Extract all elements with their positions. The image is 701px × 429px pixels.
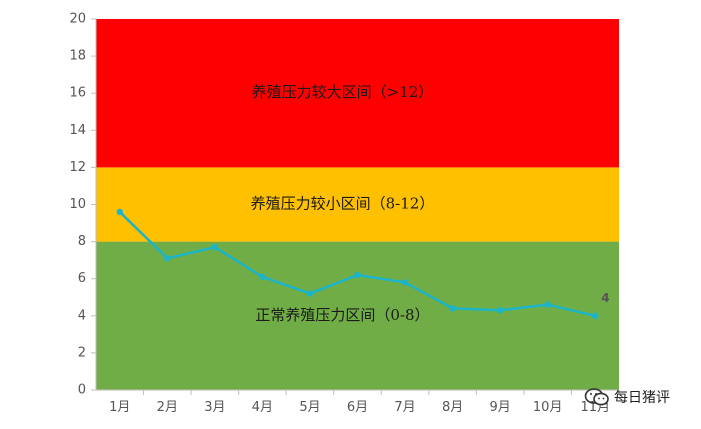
zone-label-1: 养殖压力较小区间（8-12） [251, 195, 435, 213]
x-tick-label: 1月 [109, 400, 130, 415]
x-tick-label: 6月 [347, 400, 368, 415]
x-tick-label: 10月 [533, 400, 563, 415]
data-point [496, 307, 504, 314]
y-tick-label: 14 [69, 123, 86, 138]
data-point [401, 279, 409, 286]
zone-bands [96, 19, 619, 390]
data-point [259, 273, 266, 281]
data-point [354, 271, 361, 279]
y-tick-label: 10 [69, 197, 86, 212]
y-tick-label: 8 [78, 234, 86, 249]
y-tick-label: 2 [78, 345, 86, 360]
watermark-text: 每日猪评 [614, 390, 670, 406]
data-point [592, 312, 599, 319]
data-point [306, 290, 314, 297]
y-tick-label: 20 [69, 12, 86, 27]
data-point [164, 255, 171, 262]
x-tick-label: 2月 [157, 400, 178, 415]
y-tick-label: 16 [69, 86, 86, 101]
series-lines [116, 208, 599, 319]
wechat-icon [584, 388, 609, 406]
y-tick-label: 18 [69, 49, 86, 64]
y-tick-label: 4 [78, 308, 86, 323]
x-tick-label: 9月 [489, 400, 510, 415]
x-tick-label: 8月 [442, 400, 463, 415]
x-tick-label: 4月 [252, 400, 273, 415]
data-point [211, 243, 219, 251]
zone-band-1 [96, 167, 619, 242]
y-tick-label: 0 [78, 383, 86, 398]
y-tick-label: 12 [69, 160, 86, 175]
x-tick-label: 7月 [394, 400, 415, 415]
zone-band-2 [96, 19, 619, 168]
data-point [116, 208, 123, 216]
zone-band-0 [96, 241, 619, 390]
data-point [449, 305, 456, 312]
data-point [544, 301, 551, 308]
watermark: 每日猪评 [584, 385, 670, 409]
y-tick-label: 6 [78, 271, 86, 286]
x-axis-ticks: 1月 2月 3月 4月 5月 6月 7月 8月 9月 10月 11月 [109, 390, 620, 415]
zone-labels: 正常养殖压力区间（0-8） 养殖压力较小区间（8-12） 养殖压力较大区间（>12） [251, 83, 435, 324]
x-tick-label: 3月 [204, 400, 225, 415]
zone-label-0: 正常养殖压力区间（0-8） [255, 306, 429, 324]
data-labels: 4 [601, 291, 609, 305]
x-tick-label: 5月 [299, 400, 320, 415]
zone-label-2: 养殖压力较大区间（>12） [252, 83, 434, 101]
data-label: 4 [601, 291, 609, 305]
y-axis-ticks: 0 2 4 6 8 10 12 14 16 18 20 [69, 12, 96, 398]
